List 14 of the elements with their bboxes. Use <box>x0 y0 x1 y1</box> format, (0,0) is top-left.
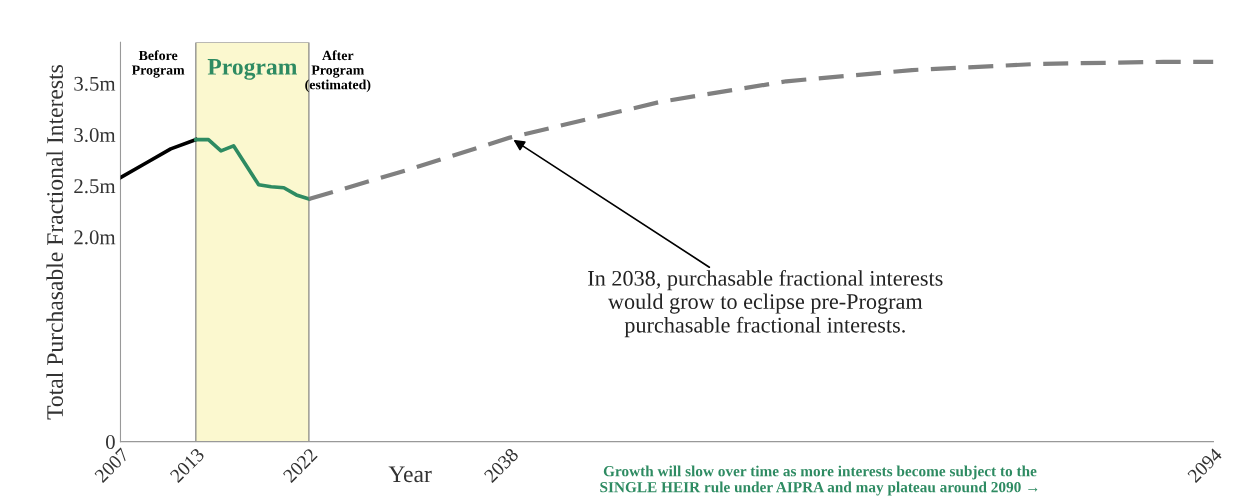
y-tick-label: 2.0m <box>74 230 116 245</box>
y-tick-label: 3.0m <box>74 127 116 143</box>
y-tick-label: 3.5m <box>74 76 116 91</box>
annotation: Before Program <box>131 50 185 78</box>
y-tick-label: 2.5m <box>74 179 116 194</box>
x-axis-title: Year <box>388 466 432 483</box>
line-series <box>120 137 198 180</box>
y-tick-label: 0 <box>105 434 115 450</box>
annotation: After Program (estimated) <box>305 50 371 93</box>
text: Growth will slow over time as more interests become subject to the SINGLE HEIR rule under AIPRA and may plateau around 2090 → <box>600 465 1038 496</box>
y-axis-title: Total Purchasable Fractional Interests <box>46 65 64 420</box>
line-series <box>194 137 311 201</box>
annotation: In 2038, purchasable fractional interests would grow to eclipse pre-Program purchasable fractional interests. <box>588 269 943 338</box>
band-label: Program <box>207 59 298 80</box>
